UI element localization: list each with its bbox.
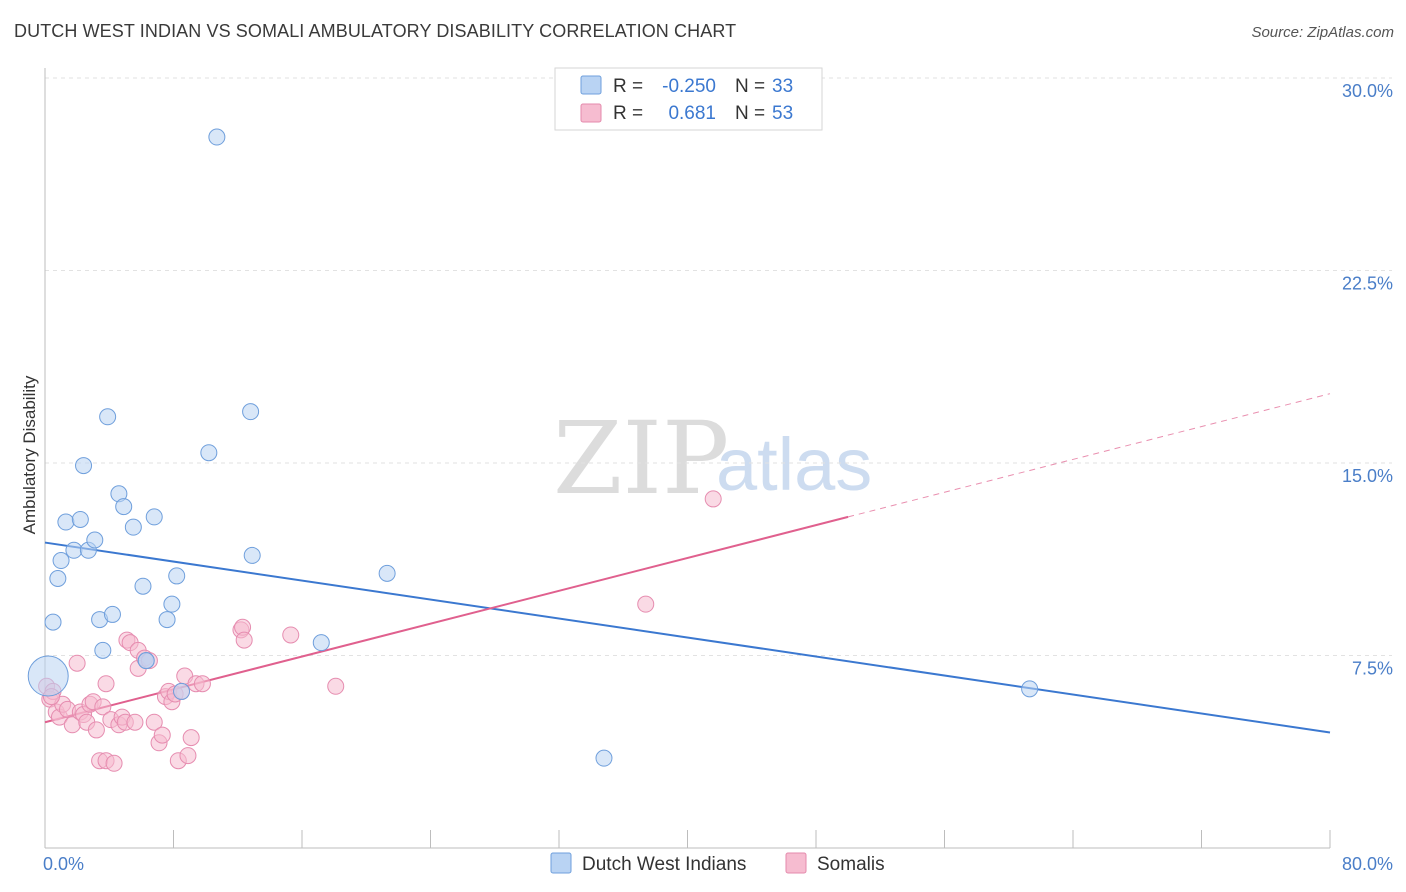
point-dutch-west-indians (168, 567, 186, 585)
point-dutch-west-indians (65, 541, 83, 559)
legend-n-label-1: N = (735, 76, 765, 97)
point-dutch-west-indians (52, 552, 70, 570)
point-dutch-west-indians (44, 613, 62, 631)
legend-r-label-2: R = (613, 103, 643, 124)
legend-r-value-1: -0.250 (662, 76, 716, 97)
legend-r-value-2: 0.681 (668, 103, 716, 124)
point-dutch-west-indians (595, 749, 613, 767)
point-dutch-west-indians (163, 595, 181, 613)
point-dutch-west-indians (86, 531, 104, 549)
watermark-atlas: atlas (716, 423, 872, 506)
point-somalis (179, 747, 197, 765)
tick-labels: 7.5% 15.0% 22.5% 30.0% 0.0% 80.0% (43, 81, 1393, 874)
point-dutch-west-indians (208, 128, 226, 146)
point-dutch-west-indians (378, 564, 396, 582)
bottom-legend-swatch-pink (785, 852, 807, 874)
point-somalis (182, 729, 200, 747)
point-somalis (105, 754, 123, 772)
point-dutch-west-indians (312, 634, 330, 652)
y-tick-label: 15.0% (1342, 466, 1393, 486)
legend-n-value-2: 53 (772, 103, 793, 124)
trend-line-dutch-west-indians (44, 541, 1331, 734)
point-dutch-west-indians (75, 457, 93, 475)
point-dutch-west-indians (173, 682, 191, 700)
legend-r-label-1: R = (613, 76, 643, 97)
point-somalis (87, 721, 105, 739)
point-dutch-west-indians (94, 641, 112, 659)
point-somalis (193, 675, 211, 693)
point-dutch-west-indians (27, 655, 69, 697)
point-dutch-west-indians (1021, 680, 1039, 698)
point-dutch-west-indians (134, 577, 152, 595)
point-somalis (145, 713, 163, 731)
x-tick-label-min: 0.0% (43, 854, 84, 874)
point-somalis (704, 490, 722, 508)
point-dutch-west-indians (49, 570, 67, 587)
legend-n-value-1: 33 (772, 76, 793, 97)
bottom-legend-label-blue: Dutch West Indians (582, 854, 746, 875)
point-somalis (97, 675, 115, 693)
y-tick-label: 7.5% (1352, 659, 1393, 679)
point-somalis (282, 626, 300, 644)
point-dutch-west-indians (137, 652, 155, 670)
legend-n-label-2: N = (735, 103, 765, 124)
point-dutch-west-indians (158, 611, 176, 629)
point-dutch-west-indians (99, 408, 117, 426)
bottom-legend: Dutch West Indians Somalis (550, 852, 885, 875)
source-label: Source: ZipAtlas.com (1251, 24, 1394, 41)
bottom-legend-swatch-blue (550, 852, 572, 874)
watermark-zip: ZIP (553, 400, 729, 517)
point-somalis (637, 595, 655, 613)
point-somalis (126, 713, 144, 731)
y-axis-label: Ambulatory Disability (20, 375, 39, 534)
point-dutch-west-indians (124, 518, 142, 536)
point-dutch-west-indians (115, 498, 133, 516)
legend-swatch-blue (580, 75, 602, 95)
point-dutch-west-indians (57, 513, 75, 531)
y-tick-label: 30.0% (1342, 81, 1393, 101)
point-somalis (327, 677, 345, 695)
point-somalis (94, 698, 112, 716)
bottom-legend-label-pink: Somalis (817, 854, 885, 875)
point-dutch-west-indians (243, 546, 261, 564)
data-points (27, 128, 1039, 772)
point-dutch-west-indians (145, 508, 163, 526)
point-somalis (235, 631, 253, 649)
point-dutch-west-indians (103, 605, 121, 623)
y-tick-label: 22.5% (1342, 274, 1393, 294)
point-dutch-west-indians (242, 403, 260, 421)
x-tick-label-max: 80.0% (1342, 854, 1393, 874)
trend-line-somalis-extrapolated (848, 393, 1331, 518)
chart-title: DUTCH WEST INDIAN VS SOMALI AMBULATORY D… (14, 21, 737, 41)
point-somalis (68, 654, 86, 672)
point-dutch-west-indians (200, 444, 218, 462)
axes (44, 68, 1331, 849)
grid-lines (45, 77, 1392, 656)
legend-swatch-pink (580, 103, 602, 123)
point-somalis (153, 726, 171, 744)
legend-box: R = -0.250 N = 33 R = 0.681 N = 53 (554, 67, 823, 131)
point-dutch-west-indians (71, 510, 89, 528)
